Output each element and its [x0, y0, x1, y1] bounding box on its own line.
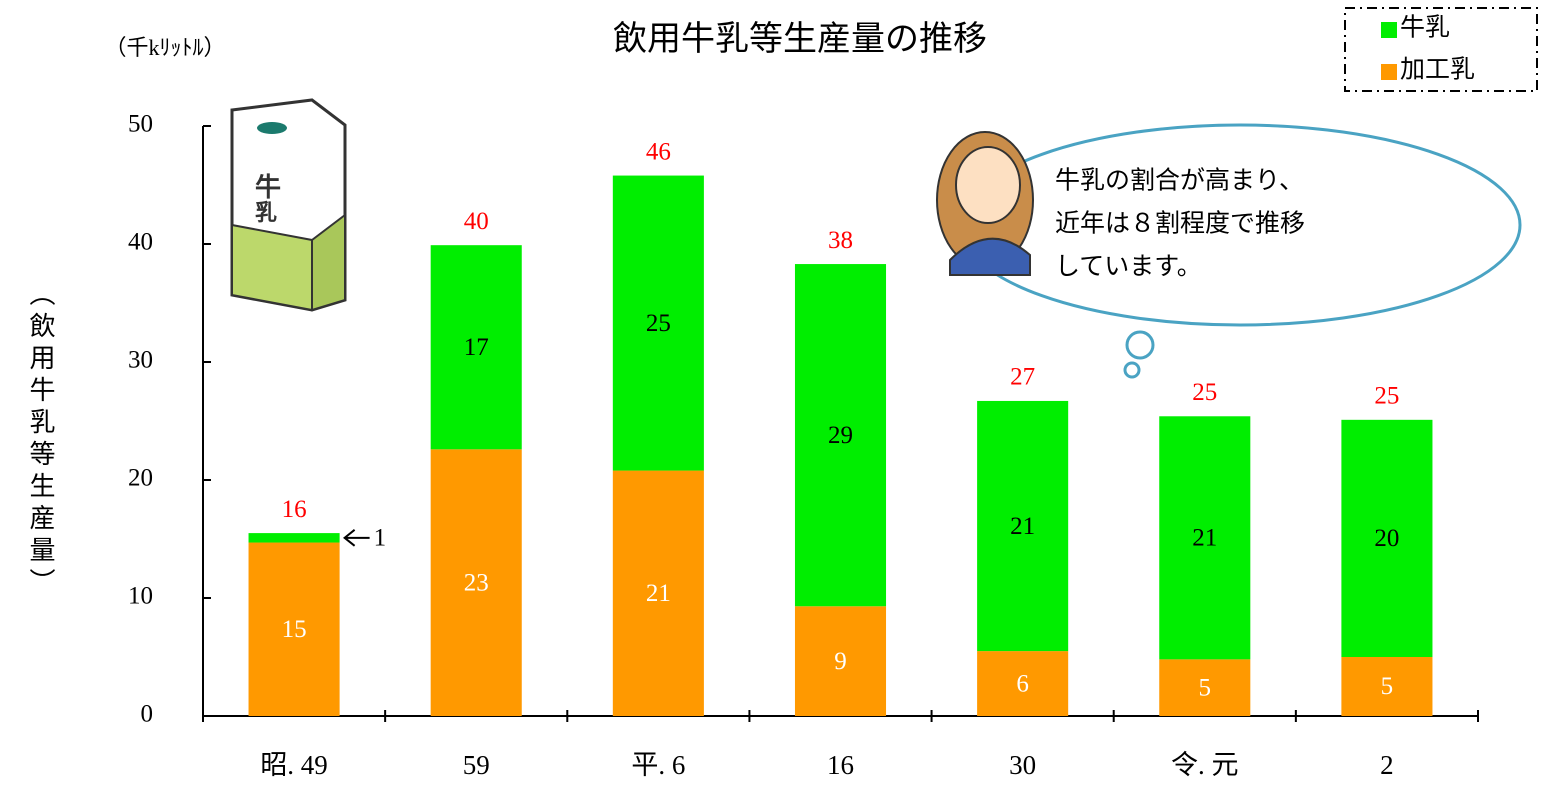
bar-segment: [1159, 416, 1251, 660]
x-tick-label: 16: [827, 750, 854, 780]
y-axis-title: （飲用牛乳等生産量）: [26, 280, 55, 600]
value-label: 25: [646, 310, 671, 337]
x-tick-label: 59: [463, 750, 490, 780]
total-label: 25: [1192, 379, 1217, 406]
total-label: 38: [828, 227, 853, 254]
value-label: 23: [464, 569, 489, 596]
bar-segment: [1341, 657, 1433, 716]
legend-label: 加工乳: [1400, 56, 1475, 84]
bar-segment: [794, 264, 887, 607]
y-tick-label: 0: [141, 701, 154, 728]
bar-segment: [248, 533, 340, 543]
x-tick-label: 令. 元: [1171, 750, 1239, 780]
total-label: 40: [464, 208, 489, 235]
bar-segment: [977, 400, 1069, 652]
value-label: 21: [1010, 513, 1035, 540]
value-label: 9: [834, 648, 847, 675]
x-tick-label: 2: [1380, 750, 1394, 780]
bar-segment: [430, 449, 522, 716]
bar-segment: [977, 651, 1069, 716]
annotation-text: 牛乳の割合が高まり、: [1055, 167, 1304, 195]
legend-swatch: [1381, 22, 1397, 38]
legend: [1344, 7, 1538, 92]
value-label: 1: [374, 525, 387, 552]
bar-segment: [612, 470, 704, 716]
chart-title: 飲用牛乳等生産量の推移: [613, 20, 987, 58]
y-tick-label: 30: [128, 347, 153, 374]
value-label: 29: [828, 422, 853, 449]
legend-label: 牛乳: [1400, 14, 1450, 42]
bar-segment: [1341, 419, 1433, 657]
bar-segment: [612, 175, 704, 471]
bar-segment: [1159, 659, 1251, 716]
annotation-text: 近年は８割程度で推移: [1055, 210, 1305, 238]
bar-segment: [430, 245, 522, 450]
bar-segment: [794, 606, 887, 716]
x-tick-label: 昭. 49: [260, 750, 328, 780]
unit-label: （千kﾘｯﾄﾙ）: [104, 35, 225, 60]
total-label: 46: [646, 138, 671, 165]
x-tick-label: 30: [1009, 750, 1036, 780]
legend-swatch: [1381, 64, 1397, 80]
value-label: 21: [1192, 525, 1217, 552]
x-tick-label: 平. 6: [631, 750, 685, 780]
value-label: 20: [1374, 525, 1399, 552]
svg-text:乳: 乳: [255, 200, 277, 225]
annotation-text: しています。: [1055, 254, 1202, 281]
y-tick-label: 10: [128, 583, 153, 610]
svg-text:牛: 牛: [255, 173, 281, 202]
y-tick-label: 20: [128, 465, 153, 492]
milk-carton-illustration: 牛 乳: [230, 98, 347, 312]
value-label: 6: [1016, 670, 1029, 697]
woman-illustration: [936, 131, 1034, 276]
value-label: 15: [282, 616, 307, 643]
bar-segment: [248, 542, 340, 716]
label-arrow: [343, 529, 370, 547]
legend-box: [1344, 7, 1538, 92]
total-label: 25: [1374, 383, 1399, 410]
value-label: 5: [1199, 674, 1212, 701]
value-label: 21: [646, 580, 671, 607]
total-label: 27: [1010, 364, 1035, 391]
y-tick-label: 40: [128, 229, 153, 256]
value-label: 5: [1381, 673, 1394, 700]
total-label: 16: [282, 496, 307, 523]
y-tick-label: 50: [128, 111, 153, 138]
value-label: 17: [464, 334, 489, 361]
thought-bubble: [958, 123, 1522, 379]
